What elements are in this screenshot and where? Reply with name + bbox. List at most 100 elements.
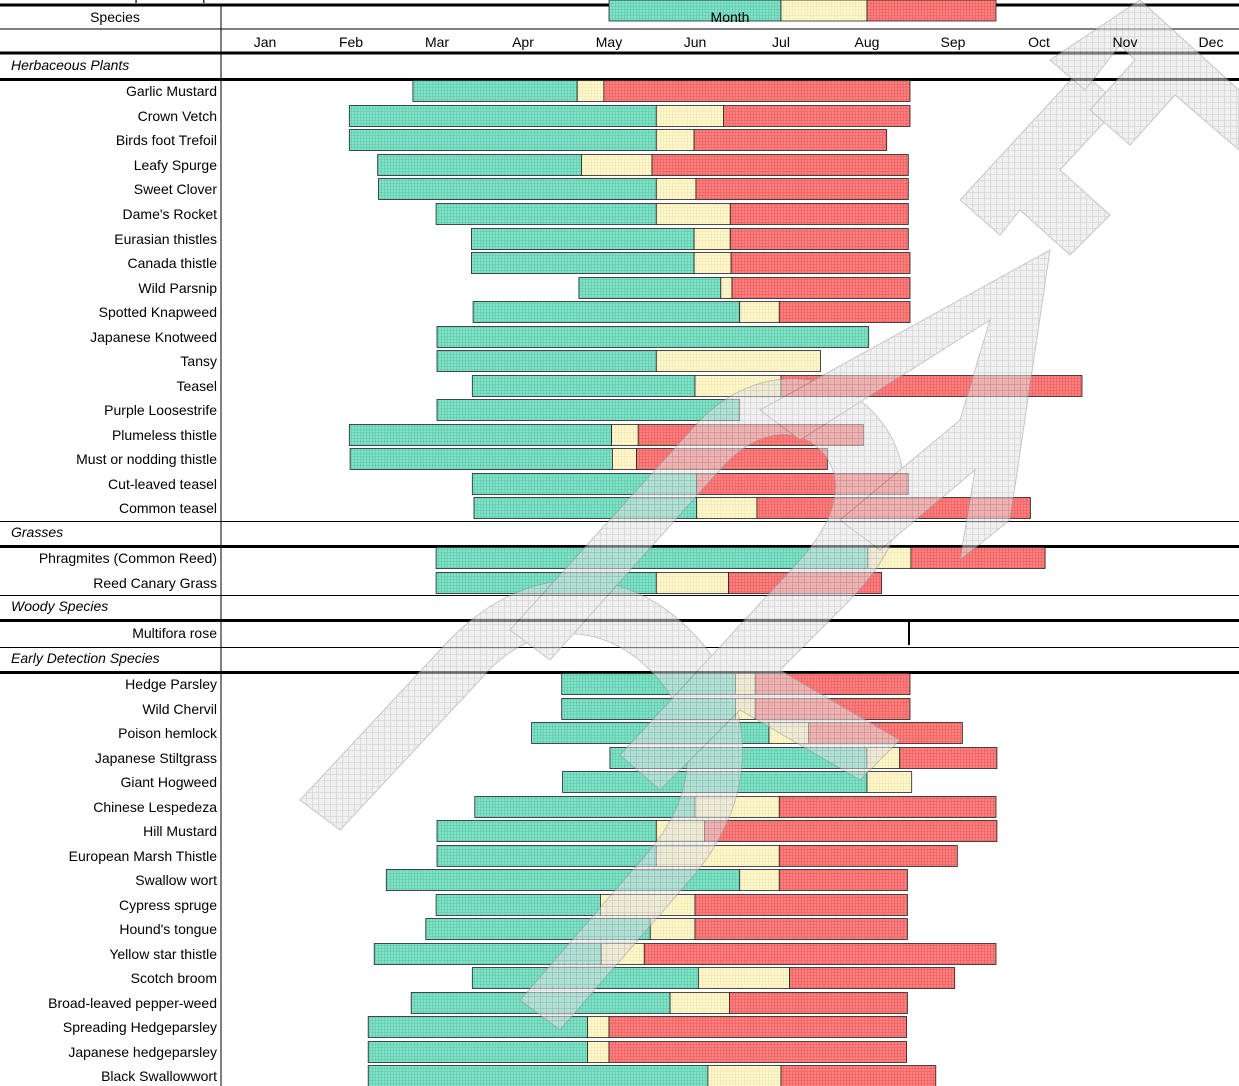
species-label: Cypress spruge [119, 897, 217, 913]
species-label: Chinese Lespedeza [93, 799, 217, 815]
bar-red-spotted-knapweed [778, 301, 911, 323]
month-label-may: May [596, 34, 622, 50]
bar-red-garlic-mustard [603, 80, 911, 102]
species-label: Spreading Hedgeparsley [63, 1019, 217, 1035]
bar-yellow-leafy-spurge [581, 154, 653, 176]
bar-red-cypress-spruge [694, 894, 908, 916]
species-label: Multifora rose [132, 625, 217, 641]
bar-yellow-plumeless-thistle [611, 424, 639, 446]
species-label: Garlic Mustard [126, 83, 217, 99]
bar-red-canada-thistle [730, 252, 911, 274]
bar-green-japanese-hedgeparsley [367, 1041, 588, 1063]
bar-green-japanese-hops [608, 0, 782, 22]
species-label: Japanese Knotweed [90, 329, 217, 345]
species-label: Common teasel [119, 500, 217, 516]
species-label: Japanese hedgeparsley [68, 1044, 217, 1060]
month-label-jan: Jan [254, 34, 277, 50]
species-label: Teasel [177, 378, 217, 394]
bar-green-teasel [471, 375, 696, 397]
bar-green-black-swallowwort [367, 1065, 709, 1086]
bar-red-european-marsh-thistle [778, 845, 958, 867]
bar-red-yellow-star-thistle [643, 943, 997, 965]
species-label: Black Swallowwort [101, 1068, 217, 1084]
bar-green-chinese-lespedeza [474, 796, 696, 818]
bar-green-crown-vetch [348, 105, 657, 127]
bar-yellow-spreading-hedgeparsley [587, 1016, 610, 1038]
month-column-header: Month [711, 9, 750, 25]
bar-red-japanese-stiltgrass [899, 747, 998, 769]
species-label: Swallow wort [135, 872, 217, 888]
species-label: Leafy Spurge [134, 157, 217, 173]
month-label-jun: Jun [684, 34, 707, 50]
species-label: Japanese Stiltgrass [95, 750, 217, 766]
month-label-aug: Aug [855, 34, 880, 50]
bar-green-plumeless-thistle [348, 424, 612, 446]
bar-yellow-broad-leaved-pepper-weed [669, 992, 730, 1014]
bar-yellow-canada-thistle [693, 252, 732, 274]
species-label: Canada thistle [127, 255, 217, 271]
bar-red-broad-leaved-pepper-weed [729, 992, 908, 1014]
bar-green-eurasian-thistles [470, 228, 695, 250]
section-header-woody-species: Woody Species [11, 598, 108, 614]
bar-yellow-japanese-hedgeparsley [587, 1041, 610, 1063]
watermark-letter-a [759, 249, 1051, 562]
species-label: Hill Mustard [143, 823, 217, 839]
bar-green-birds-foot-trefoil [348, 129, 657, 151]
bar-green-cypress-spruge [435, 894, 601, 916]
species-label: Hedge Parsley [125, 676, 217, 692]
bar-yellow-eurasian-thistles [693, 228, 731, 250]
species-label: Hound's tongue [119, 921, 217, 937]
species-label: Poison hemlock [118, 725, 218, 741]
bar-green-purple-loosestrife [436, 399, 741, 421]
bar-red-swallow-wort [778, 869, 908, 891]
bar-red-chinese-lespedeza [778, 796, 997, 818]
watermark-letter-f [959, 69, 1121, 256]
species-label: Reed Canary Grass [93, 575, 217, 591]
species-label: Giant Hogweed [120, 774, 217, 790]
bar-red-japanese-hops [866, 0, 997, 22]
bar-red-hound-s-tongue [694, 918, 908, 940]
species-label: Broad-leaved pepper-weed [48, 995, 217, 1011]
bar-red-sweet-clover [695, 178, 909, 200]
bar-green-dame-s-rocket [435, 203, 657, 225]
species-label: Birds foot Trefoil [116, 132, 217, 148]
draft-watermark [299, 0, 1239, 1031]
bar-yellow-black-swallowwort [707, 1065, 782, 1086]
bar-green-must-or-nodding-thistle [349, 448, 613, 470]
month-label-jul: Jul [772, 34, 790, 50]
month-label-oct: Oct [1028, 34, 1050, 50]
month-label-apr: Apr [512, 34, 534, 50]
bar-red-spreading-hedgeparsley [608, 1016, 908, 1038]
month-label-nov: Nov [1113, 34, 1138, 50]
species-label: Cut-leaved teasel [108, 476, 217, 492]
bar-yellow-wild-parsnip [720, 277, 733, 299]
bar-green-spotted-knapweed [472, 301, 741, 323]
bar-red-crown-vetch [723, 105, 911, 127]
month-label-feb: Feb [339, 34, 363, 50]
species-label: Phragmites (Common Reed) [39, 550, 217, 566]
month-label-dec: Dec [1199, 34, 1224, 50]
bar-yellow-garlic-mustard [576, 80, 605, 102]
bar-red-wild-parsnip [731, 277, 911, 299]
bar-green-japanese-knotweed [436, 326, 870, 348]
species-label: Spotted Knapweed [99, 304, 217, 320]
species-label: Wild Parsnip [138, 280, 217, 296]
bar-red-hill-mustard [704, 820, 998, 842]
bar-yellow-birds-foot-trefoil [655, 129, 695, 151]
bar-yellow-swallow-wort [739, 869, 780, 891]
section-header-early-detection-species: Early Detection Species [11, 650, 160, 666]
species-label: Purple Loosestrife [104, 402, 217, 418]
species-column-header: Species [90, 9, 140, 25]
bar-green-canada-thistle [470, 252, 695, 274]
bar-yellow-common-teasel [696, 497, 758, 519]
month-label-sep: Sep [941, 34, 966, 50]
month-label-mar: Mar [425, 34, 449, 50]
species-label: Eurasian thistles [114, 231, 217, 247]
bar-green-hill-mustard [436, 820, 657, 842]
watermark-letter-t [1049, 0, 1239, 151]
species-label: Crown Vetch [138, 108, 217, 124]
bar-red-birds-foot-trefoil [693, 129, 888, 151]
species-label: Dame's Rocket [123, 206, 218, 222]
bar-red-dame-s-rocket [729, 203, 909, 225]
